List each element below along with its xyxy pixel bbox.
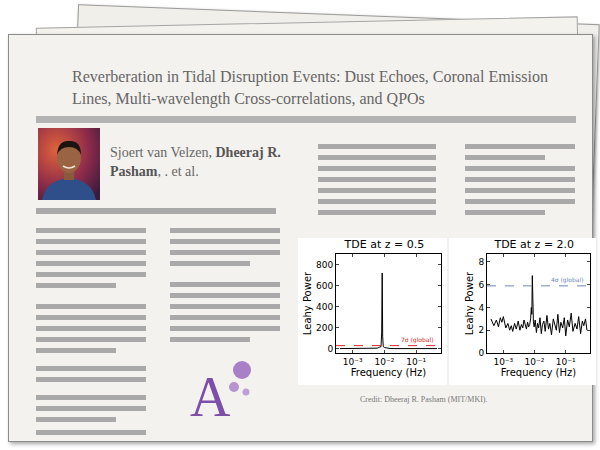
- svg-text:10⁻²: 10⁻²: [525, 357, 545, 367]
- svg-text:6: 6: [478, 280, 484, 290]
- svg-text:10⁻¹: 10⁻¹: [406, 357, 426, 367]
- html-text:Lines, Multi-wavelength Cross-: Lines, Multi-wavelength Cross-correlatio…: [72, 90, 425, 107]
- svg-text:7σ (global): 7σ (global): [401, 336, 434, 344]
- svg-text:200: 200: [316, 323, 333, 333]
- html-text:Reverberation in Tidal Disrupt: Reverberation in Tidal Disruption Events…: [72, 68, 548, 85]
- svg-text:400: 400: [316, 302, 333, 312]
- html-text:Sjoert van Velzen, Dheeraj R.: Sjoert van Velzen, Dheeraj R. Pasham, . …: [110, 145, 281, 179]
- svg-text:0: 0: [478, 348, 484, 358]
- svg-text:10⁻³: 10⁻³: [343, 357, 363, 367]
- svg-text:Frequency (Hz): Frequency (Hz): [351, 367, 427, 378]
- svg-text:4σ (global): 4σ (global): [551, 276, 584, 284]
- svg-text:TDE at z = 0.5: TDE at z = 0.5: [344, 238, 425, 251]
- svg-text:Leahy Power: Leahy Power: [302, 271, 313, 335]
- svg-text:2: 2: [478, 325, 484, 335]
- svg-text:10⁻²: 10⁻²: [375, 357, 395, 367]
- svg-text:10⁻³: 10⁻³: [493, 357, 513, 367]
- svg-text:600: 600: [316, 281, 333, 291]
- svg-text:800: 800: [316, 260, 333, 270]
- html-text:Credit: Dheeraj R. Pasham (MIT: Credit: Dheeraj R. Pasham (MIT/MKI).: [360, 395, 488, 404]
- svg-text:8: 8: [478, 257, 484, 267]
- svg-text:4: 4: [478, 303, 484, 313]
- svg-text:A: A: [190, 366, 231, 426]
- svg-text:TDE at z = 2.0: TDE at z = 2.0: [493, 238, 574, 251]
- svg-text:10⁻¹: 10⁻¹: [556, 357, 576, 367]
- svg-text:0: 0: [327, 344, 333, 354]
- svg-text:Leahy Power: Leahy Power: [464, 271, 475, 335]
- svg-text:Frequency (Hz): Frequency (Hz): [501, 367, 577, 378]
